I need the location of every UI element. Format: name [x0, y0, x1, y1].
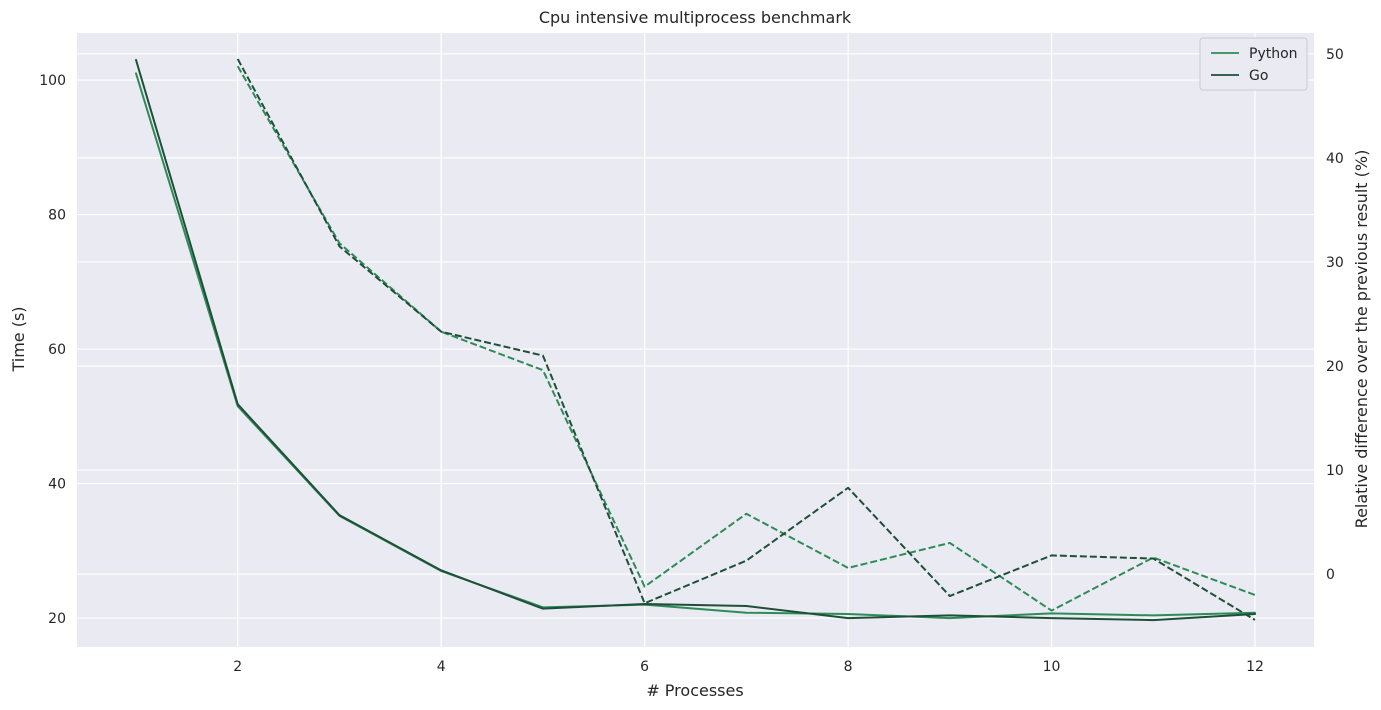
y2-tick-10: 10 [1326, 463, 1344, 479]
legend-label-python: Python [1249, 46, 1298, 62]
x-axis-label: # Processes [646, 681, 743, 700]
grid-right-axis [77, 53, 1314, 575]
series-layer [135, 58, 1256, 622]
y-tick-100: 100 [39, 73, 66, 89]
y2-tick-0: 0 [1326, 567, 1335, 583]
legend-label-go: Go [1249, 68, 1268, 84]
plot-area [77, 33, 1314, 647]
y2-tick-40: 40 [1326, 151, 1344, 167]
y2-tick-20: 20 [1326, 359, 1344, 375]
y2-tick-50: 50 [1326, 47, 1344, 63]
chart-title: Cpu intensive multiprocess benchmark [539, 8, 852, 27]
y-tick-labels: 20 40 60 80 100 [39, 73, 66, 627]
grid-left-axis [77, 79, 1314, 619]
grid-x-axis [237, 33, 1256, 647]
legend-box [1199, 37, 1308, 91]
x-tick-8: 8 [844, 659, 853, 675]
legend: Python Go [1199, 37, 1308, 91]
x-tick-12: 12 [1246, 659, 1264, 675]
x-tick-4: 4 [437, 659, 446, 675]
x-tick-labels: 2 4 6 8 10 12 [233, 659, 1264, 675]
x-tick-10: 10 [1043, 659, 1061, 675]
x-tick-6: 6 [640, 659, 649, 675]
y-tick-80: 80 [48, 208, 66, 224]
y2-axis-label: Relative difference over the previous re… [1352, 150, 1371, 529]
y2-tick-30: 30 [1326, 255, 1344, 271]
y2-tick-labels: 0 10 20 30 40 50 [1326, 47, 1344, 583]
y-tick-60: 60 [48, 342, 66, 358]
series-1-time-line [135, 58, 1256, 622]
y-tick-40: 40 [48, 477, 66, 493]
series-3-relative-difference-line [236, 58, 1256, 621]
y-axis-label: Time (s) [9, 306, 28, 372]
x-tick-2: 2 [233, 659, 242, 675]
y-tick-20: 20 [48, 611, 66, 627]
